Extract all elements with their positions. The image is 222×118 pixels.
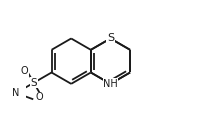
Text: NH: NH <box>103 79 118 89</box>
Text: O: O <box>21 66 28 76</box>
Text: N: N <box>12 88 20 98</box>
Text: S: S <box>30 78 37 88</box>
Text: S: S <box>107 34 114 44</box>
Text: O: O <box>36 92 43 102</box>
